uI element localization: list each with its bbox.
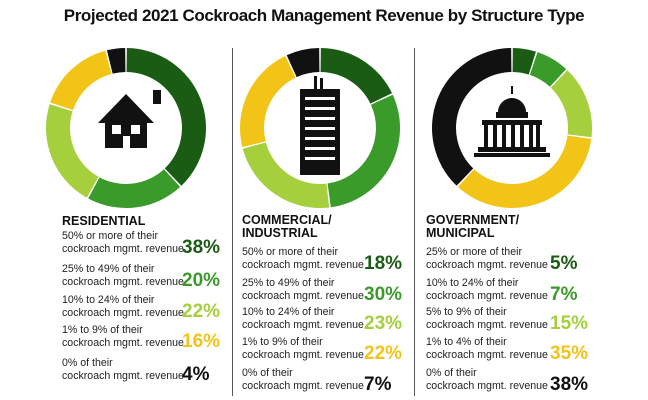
row-label: 0% of their cockroach mgmt. revenue: [426, 367, 548, 392]
donut-slice: [50, 50, 112, 111]
row-percent: 7%: [364, 374, 392, 395]
commercial-donut: [232, 40, 408, 216]
commercial-row: 10% to 24% of their cockroach mgmt. reven…: [242, 306, 407, 336]
residential-row: 50% or more of their cockroach mgmt. reve…: [62, 230, 222, 260]
row-percent: 35%: [550, 343, 589, 364]
donut-slice: [457, 135, 592, 208]
government-row: 0% of their cockroach mgmt. revenue 38%: [426, 367, 591, 397]
row-percent: 38%: [550, 374, 589, 395]
row-percent: 16%: [182, 331, 221, 352]
government-row: 25% or more of their cockroach mgmt. reve…: [426, 246, 591, 276]
row-percent: 18%: [364, 253, 403, 274]
residential-row: 1% to 9% of their cockroach mgmt. revenue…: [62, 324, 222, 354]
capitol-building-icon: [474, 86, 550, 157]
row-label: 25% or more of their cockroach mgmt. reve…: [426, 246, 548, 271]
residential-row: 25% to 49% of their cockroach mgmt. reven…: [62, 263, 222, 293]
donut-slice: [242, 142, 330, 208]
commercial-donut-svg: [240, 48, 400, 208]
donut-slice: [45, 104, 99, 198]
row-label: 10% to 24% of their cockroach mgmt. reven…: [426, 277, 548, 302]
residential-donut: [38, 40, 214, 216]
commercial-row: 1% to 9% of their cockroach mgmt. revenue…: [242, 336, 407, 366]
row-label: 10% to 24% of their cockroach mgmt. reven…: [242, 306, 364, 331]
residential-row: 0% of their cockroach mgmt. revenue 4%: [62, 357, 222, 387]
column-divider: [232, 48, 233, 396]
column-divider: [414, 48, 415, 396]
donut-slice: [286, 48, 320, 78]
donut-slice: [432, 48, 512, 186]
donut-slice: [327, 94, 400, 208]
row-label: 50% or more of their cockroach mgmt. reve…: [242, 246, 364, 271]
donut-slice: [512, 48, 536, 75]
commercial-heading: COMMERCIAL/ INDUSTRIAL: [242, 213, 332, 240]
row-percent: 22%: [182, 301, 221, 322]
government-donut: [424, 40, 600, 216]
row-label: 25% to 49% of their cockroach mgmt. reven…: [242, 277, 364, 302]
row-label: 1% to 9% of their cockroach mgmt. revenue: [62, 324, 184, 349]
row-label: 10% to 24% of their cockroach mgmt. reven…: [62, 294, 184, 319]
row-percent: 15%: [550, 313, 589, 334]
residential-donut-svg: [45, 48, 206, 208]
row-label: 25% to 49% of their cockroach mgmt. reven…: [62, 263, 184, 288]
row-label: 0% of their cockroach mgmt. revenue: [242, 367, 364, 392]
government-row: 1% to 4% of their cockroach mgmt. revenue…: [426, 336, 591, 366]
row-label: 5% to 9% of their cockroach mgmt. revenue: [426, 306, 548, 331]
chart-title: Projected 2021 Cockroach Management Reve…: [63, 6, 585, 25]
row-percent: 5%: [550, 253, 578, 274]
house-icon: [98, 90, 161, 148]
government-row: 5% to 9% of their cockroach mgmt. revenue…: [426, 306, 591, 336]
row-percent: 20%: [182, 270, 221, 291]
government-donut-svg: [432, 48, 592, 208]
government-heading: GOVERNMENT/ MUNICIPAL: [426, 213, 520, 240]
row-percent: 22%: [364, 343, 403, 364]
donut-slice: [88, 169, 181, 208]
donut-slice: [126, 48, 206, 186]
row-label: 0% of their cockroach mgmt. revenue: [62, 357, 184, 382]
donut-slice: [106, 48, 126, 74]
row-percent: 38%: [182, 237, 221, 258]
residential-heading: RESIDENTIAL: [62, 214, 146, 228]
donut-slice: [320, 48, 393, 104]
row-percent: 7%: [550, 284, 578, 305]
government-row: 10% to 24% of their cockroach mgmt. reven…: [426, 277, 591, 307]
row-label: 50% or more of their cockroach mgmt. reve…: [62, 230, 184, 255]
row-label: 1% to 4% of their cockroach mgmt. revenue: [426, 336, 548, 361]
row-label: 1% to 9% of their cockroach mgmt. revenue: [242, 336, 364, 361]
donut-slice: [550, 70, 592, 138]
commercial-row: 0% of their cockroach mgmt. revenue 7%: [242, 367, 407, 397]
office-building-icon: [300, 76, 340, 175]
commercial-row: 25% to 49% of their cockroach mgmt. reven…: [242, 277, 407, 307]
row-percent: 23%: [364, 313, 403, 334]
row-percent: 4%: [182, 364, 210, 385]
commercial-row: 50% or more of their cockroach mgmt. reve…: [242, 246, 407, 276]
row-percent: 30%: [364, 284, 403, 305]
residential-row: 10% to 24% of their cockroach mgmt. reven…: [62, 294, 222, 324]
donut-slice: [240, 55, 296, 148]
donut-slice: [529, 52, 567, 87]
